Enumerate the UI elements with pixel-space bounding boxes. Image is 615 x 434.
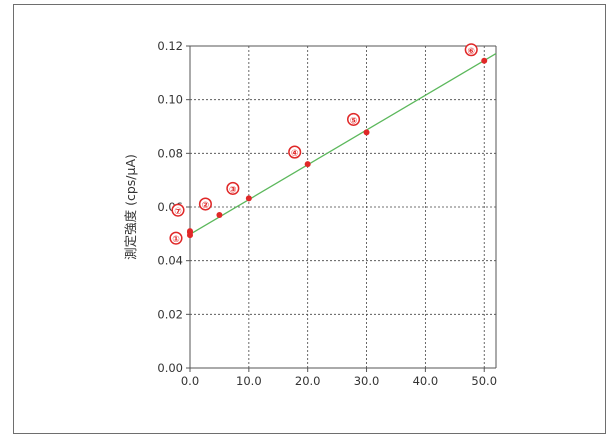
- y-tick-label: 0.08: [157, 146, 183, 160]
- y-tick-label: 0.04: [157, 254, 183, 268]
- data-point: [481, 57, 488, 64]
- point-marker-circle: [169, 231, 183, 245]
- x-tick-label: 40.0: [413, 374, 439, 388]
- scatter-chart: 0.0 10.0 20.0 30.0 40.0 50.00.000.020.040.060…: [123, 39, 497, 388]
- point-marker-label: ⑤: [350, 116, 358, 126]
- point-marker-circle: [198, 197, 212, 211]
- point-marker-circle: [346, 112, 361, 126]
- data-point: [363, 129, 370, 136]
- x-tick-label: 10.0: [236, 374, 262, 388]
- point-marker-circle: [171, 203, 185, 217]
- x-tick-label: 30.0: [354, 374, 380, 388]
- point-marker-label: ③: [229, 185, 237, 195]
- data-points: [187, 57, 488, 239]
- data-point: [216, 212, 223, 219]
- y-tick-label: 0.02: [157, 307, 183, 321]
- point-marker-circle: [464, 43, 478, 57]
- point-marker-label: ①: [172, 235, 180, 245]
- y-tick-label: 0.12: [157, 39, 183, 53]
- data-point: [187, 228, 193, 235]
- point-marker-label: ②: [202, 201, 210, 211]
- y-tick-label: 0.00: [157, 361, 183, 375]
- fit-line-layer: [189, 52, 497, 235]
- point-marker-label: ⑥: [467, 47, 475, 57]
- data-point: [245, 195, 252, 202]
- ticks: 0.0 10.0 20.0 30.0 40.0 50.00.000.020.040.060…: [157, 39, 497, 388]
- point-marker-label: ⑦: [174, 207, 182, 217]
- point-marker-label: ④: [291, 149, 299, 159]
- x-tick-label: 50.0: [471, 374, 497, 388]
- x-tick-label: 20.0: [295, 374, 321, 388]
- grid-lines: [190, 46, 496, 368]
- point-marker-circle: [288, 145, 302, 159]
- point-marker-circle: [226, 181, 240, 195]
- x-tick-label: 0.0: [181, 374, 199, 388]
- data-point: [304, 161, 311, 168]
- fit-line: [189, 52, 497, 235]
- y-axis-label: 測定強度 (cps/μA): [123, 154, 138, 260]
- y-tick-label: 0.10: [157, 93, 183, 107]
- point-markers: ① ② ③ ④ ⑤ ⑥ ⑦: [169, 43, 478, 245]
